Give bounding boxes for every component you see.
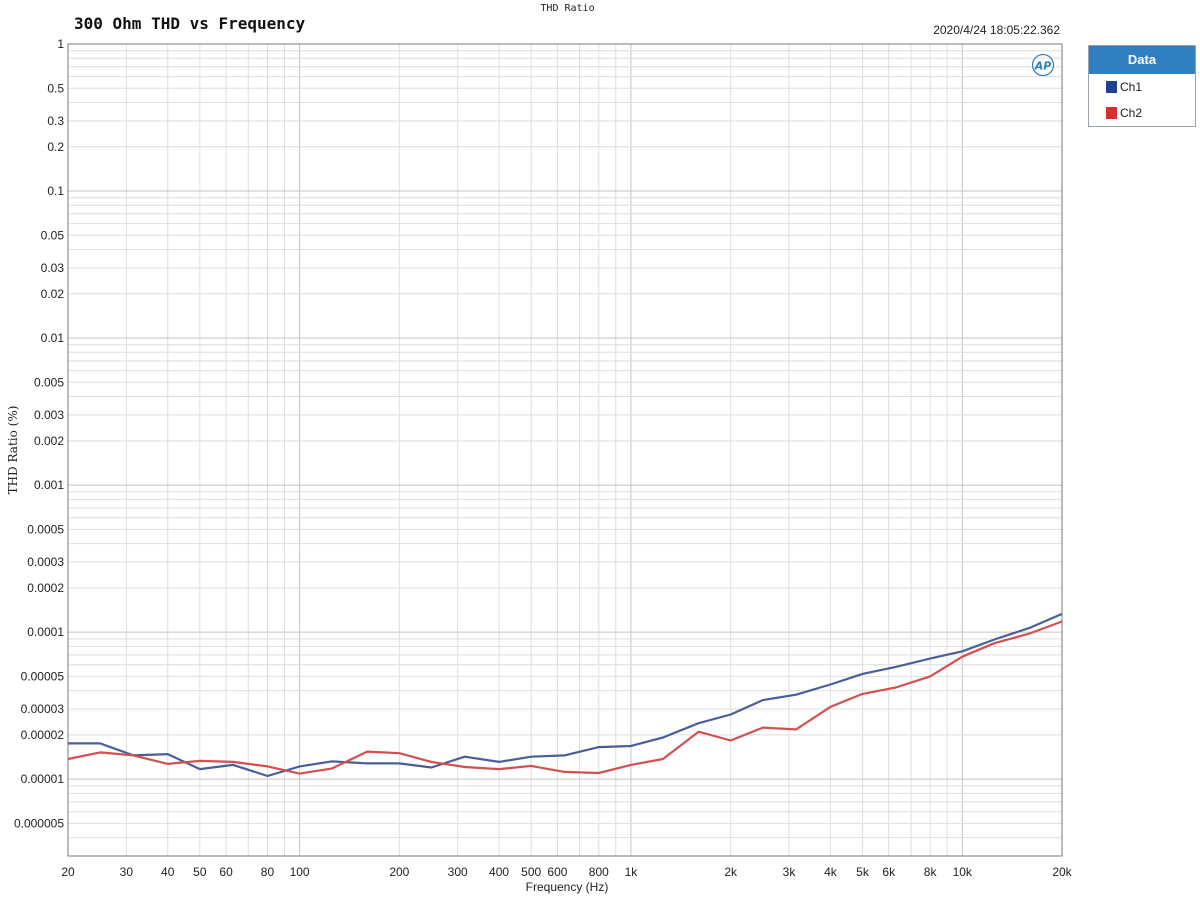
legend-label-ch2: Ch2 <box>1120 106 1143 120</box>
series-line-ch1 <box>68 612 1063 778</box>
x-tick-label: 80 <box>261 865 275 879</box>
x-tick-label: 300 <box>448 865 468 879</box>
x-tick-label: 400 <box>489 865 509 879</box>
y-tick-label: 0.001 <box>34 478 64 492</box>
x-tick-label: 3k <box>783 865 797 879</box>
timestamp: 2020/4/24 18:05:22.362 <box>933 23 1060 37</box>
legend-title: Data <box>1089 46 1195 74</box>
x-tick-label: 4k <box>824 865 838 879</box>
series-line-ch2 <box>67 620 1063 775</box>
legend: Data Ch1 Ch2 <box>1088 45 1196 127</box>
y-tick-label: 0.00001 <box>21 772 65 786</box>
x-tick-label: 200 <box>389 865 409 879</box>
legend-swatch-ch2 <box>1106 107 1117 119</box>
x-tick-label: 100 <box>290 865 310 879</box>
x-tick-label: 800 <box>589 865 609 879</box>
y-tick-label: 0.2 <box>47 140 64 154</box>
y-tick-label: 0.3 <box>47 114 64 128</box>
y-axis-label: THD Ratio (%) <box>6 406 20 495</box>
y-tick-label: 0.1 <box>47 184 64 198</box>
x-tick-label: 2k <box>724 865 738 879</box>
grid-lines <box>67 43 1063 857</box>
x-tick-label: 20 <box>61 865 75 879</box>
y-tick-label: 0.0002 <box>27 581 64 595</box>
y-tick-label: 0.0001 <box>27 625 64 639</box>
ap-logo-icon: AP <box>1031 53 1055 77</box>
x-tick-label: 1k <box>625 865 639 879</box>
plot-frame <box>67 43 1063 857</box>
plot-area <box>68 44 1062 856</box>
legend-item-ch2[interactable]: Ch2 <box>1089 100 1195 126</box>
x-tick-label: 50 <box>193 865 207 879</box>
y-tick-label: 0.00002 <box>21 728 65 742</box>
legend-item-ch1[interactable]: Ch1 <box>1089 74 1195 100</box>
x-tick-label: 5k <box>856 865 870 879</box>
x-tick-label: 60 <box>219 865 233 879</box>
y-tick-label: 1 <box>57 37 64 51</box>
x-tick-label: 20k <box>1052 865 1072 879</box>
y-tick-label: 0.5 <box>47 81 64 95</box>
y-tick-label: 0.00003 <box>21 702 65 716</box>
y-tick-label: 0.0005 <box>27 522 64 536</box>
y-tick-label: 0.05 <box>41 228 65 242</box>
x-tick-label: 40 <box>161 865 175 879</box>
y-tick-label: 0.01 <box>41 331 65 345</box>
x-tick-label: 10k <box>953 865 973 879</box>
y-tick-label: 0.02 <box>41 287 65 301</box>
legend-swatch-ch1 <box>1106 81 1117 93</box>
y-tick-label: 0.00005 <box>21 669 65 683</box>
y-tick-label: 0.005 <box>34 375 64 389</box>
x-tick-label: 8k <box>924 865 938 879</box>
x-tick-label: 30 <box>120 865 134 879</box>
y-tick-label: 0.003 <box>34 408 64 422</box>
x-tick-label: 600 <box>547 865 567 879</box>
x-tick-label: 500 <box>521 865 541 879</box>
page-title: 300 Ohm THD vs Frequency <box>74 14 306 33</box>
y-tick-label: 0.000005 <box>14 816 64 830</box>
x-axis-label: Frequency (Hz) <box>526 880 609 894</box>
y-tick-label: 0.03 <box>41 261 65 275</box>
ap-logo-text: AP <box>1034 60 1052 73</box>
legend-label-ch1: Ch1 <box>1120 80 1143 94</box>
header-label: THD Ratio <box>540 3 595 14</box>
x-tick-label: 6k <box>882 865 896 879</box>
y-tick-label: 0.002 <box>34 434 64 448</box>
y-tick-label: 0.0003 <box>27 555 64 569</box>
